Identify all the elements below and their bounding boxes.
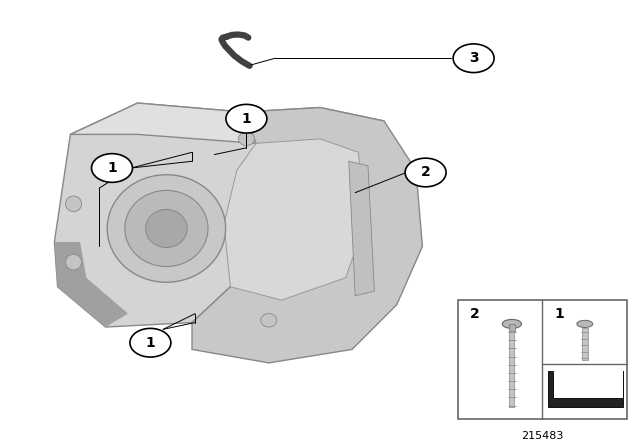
Polygon shape: [54, 103, 256, 327]
Ellipse shape: [238, 132, 255, 146]
Text: 1: 1: [145, 336, 156, 350]
Text: 3: 3: [468, 51, 479, 65]
Ellipse shape: [125, 190, 208, 267]
Polygon shape: [192, 108, 422, 363]
Ellipse shape: [577, 320, 593, 327]
Text: 1: 1: [107, 161, 117, 175]
Text: 1: 1: [241, 112, 252, 126]
Circle shape: [453, 44, 494, 73]
Text: 2: 2: [470, 307, 479, 321]
Circle shape: [92, 154, 132, 182]
Ellipse shape: [146, 210, 188, 247]
Bar: [582, 328, 588, 359]
Polygon shape: [54, 242, 128, 327]
Ellipse shape: [108, 175, 226, 282]
Polygon shape: [548, 371, 623, 407]
Circle shape: [405, 158, 446, 187]
Bar: [509, 331, 515, 407]
Ellipse shape: [66, 196, 82, 212]
Polygon shape: [70, 103, 384, 152]
Bar: [458, 300, 627, 419]
Circle shape: [130, 328, 171, 357]
Text: 1: 1: [554, 307, 564, 321]
Bar: [509, 324, 515, 332]
Circle shape: [226, 104, 267, 133]
Ellipse shape: [502, 319, 522, 328]
Ellipse shape: [261, 314, 277, 327]
Text: 2: 2: [420, 165, 431, 180]
Ellipse shape: [66, 254, 82, 270]
Text: 215483: 215483: [521, 431, 564, 441]
Polygon shape: [224, 139, 365, 300]
Polygon shape: [349, 161, 374, 296]
